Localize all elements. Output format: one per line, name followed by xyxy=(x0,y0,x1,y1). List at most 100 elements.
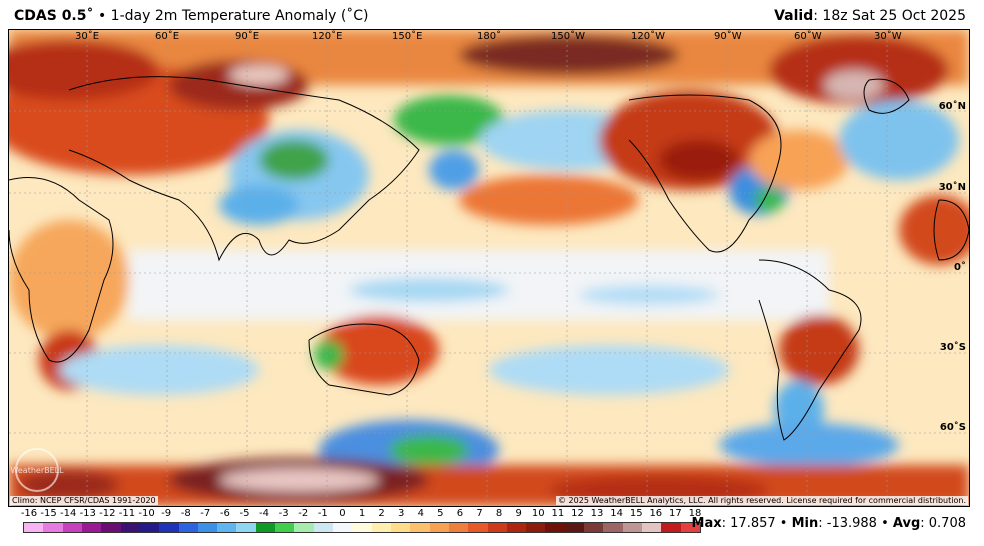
color-scale-label: -16 xyxy=(20,508,38,519)
color-swatch xyxy=(545,523,565,532)
color-swatch xyxy=(294,523,314,532)
color-scale-label: 15 xyxy=(629,508,643,519)
color-swatch xyxy=(603,523,623,532)
lon-label-180: 180˚ xyxy=(477,31,502,42)
color-swatch xyxy=(352,523,372,532)
color-scale-label: 11 xyxy=(551,508,565,519)
lon-label-150e: 150˚E xyxy=(392,31,423,42)
color-scale-label: -13 xyxy=(79,508,96,519)
color-swatch xyxy=(448,523,469,532)
min-label: Min xyxy=(791,516,819,531)
color-swatch xyxy=(217,523,237,532)
color-scale-label: 5 xyxy=(437,508,444,519)
color-swatch xyxy=(333,523,353,532)
color-swatch xyxy=(526,523,546,532)
color-scale-label: -10 xyxy=(138,508,155,519)
color-scale-label: 3 xyxy=(397,508,405,519)
model-name: CDAS 0.5˚ xyxy=(14,8,94,24)
lon-label-30e: 30˚E xyxy=(75,31,100,42)
color-swatch xyxy=(255,523,276,532)
color-swatch xyxy=(622,523,642,532)
color-swatch xyxy=(313,523,333,532)
title-separator: • xyxy=(97,8,107,24)
lon-label-120w: 120˚W xyxy=(631,31,665,42)
color-scale-label: 4 xyxy=(417,508,424,519)
max-value: : 17.857 xyxy=(721,516,776,531)
color-scale-label: -15 xyxy=(40,508,57,519)
color-swatch xyxy=(429,523,449,532)
color-scale-label: -5 xyxy=(239,508,250,519)
color-swatch xyxy=(468,523,488,532)
stats-separator: • xyxy=(775,516,792,531)
color-swatch xyxy=(680,523,700,532)
color-scale-label: 1 xyxy=(358,508,366,519)
color-swatch xyxy=(236,523,256,532)
color-swatch xyxy=(139,523,160,532)
color-scale-label: -11 xyxy=(118,508,136,519)
color-scale-label: 9 xyxy=(515,508,522,519)
color-scale-bar xyxy=(23,522,701,533)
lon-label-120e: 120˚E xyxy=(312,31,343,42)
color-swatch xyxy=(101,523,121,532)
color-scale: -16 -15 -14 -13 -12 -11 -10 -9 -8 -7 -6 -5 -4 -3 -2 -1 0… xyxy=(20,508,702,534)
color-scale-label: 8 xyxy=(495,508,503,519)
color-scale-label: -3 xyxy=(278,508,289,519)
color-scale-label: -14 xyxy=(60,508,77,519)
color-scale-label: -9 xyxy=(161,508,172,519)
color-swatch xyxy=(197,523,218,532)
color-scale-label: 14 xyxy=(610,508,624,519)
color-swatch xyxy=(506,523,527,532)
color-scale-label: -12 xyxy=(99,508,116,519)
lat-label-0: 0˚ xyxy=(954,262,966,273)
min-value: : -13.988 xyxy=(818,516,877,531)
copyright-note: © 2025 WeatherBELL Analytics, LLC. All r… xyxy=(556,496,968,505)
lon-label-90w: 90˚W xyxy=(714,31,742,42)
color-scale-label: 2 xyxy=(378,508,385,519)
color-scale-label: -8 xyxy=(180,508,191,519)
climo-note: Climo: NCEP CFSR/CDAS 1991-2020 xyxy=(10,496,158,505)
color-scale-label: 18 xyxy=(688,508,702,519)
color-swatch xyxy=(81,523,102,532)
lon-label-60w: 60˚W xyxy=(794,31,822,42)
anomaly-map: 30˚E 60˚E 90˚E 120˚E 150˚E 180˚ 150˚W 12… xyxy=(8,29,970,507)
color-swatch xyxy=(371,523,391,532)
color-scale-label: -7 xyxy=(200,508,211,519)
color-scale-label: -1 xyxy=(317,508,328,519)
lon-label-150w: 150˚W xyxy=(551,31,585,42)
color-swatch xyxy=(584,523,604,532)
color-swatch xyxy=(178,523,198,532)
field-stats: Max: 17.857 • Min: -13.988 • Avg: 0.708 xyxy=(692,516,966,531)
coastlines xyxy=(9,76,969,441)
product-name: 1-day 2m Temperature Anomaly (˚C) xyxy=(110,8,369,24)
lon-label-90e: 90˚E xyxy=(235,31,260,42)
color-scale-label: 6 xyxy=(456,508,464,519)
color-scale-label: -4 xyxy=(259,508,270,519)
lat-label-30n: 30˚N xyxy=(938,182,966,193)
valid-time-value: : 18z Sat 25 Oct 2025 xyxy=(813,8,966,24)
color-swatch xyxy=(24,523,44,532)
color-swatch xyxy=(642,523,662,532)
color-scale-label: 7 xyxy=(476,508,483,519)
color-scale-labels: -16 -15 -14 -13 -12 -11 -10 -9 -8 -7 -6 -5 -4 -3 -2 -1 0… xyxy=(20,508,702,521)
color-scale-label: -2 xyxy=(298,508,309,519)
weatherbell-logo: WeatherBELL xyxy=(10,448,64,492)
map-header: CDAS 0.5˚ • 1-day 2m Temperature Anomaly… xyxy=(0,0,984,30)
lon-label-60e: 60˚E xyxy=(155,31,180,42)
color-swatch xyxy=(275,523,295,532)
valid-time: Valid: 18z Sat 25 Oct 2025 xyxy=(774,8,966,24)
color-swatch xyxy=(410,523,430,532)
color-scale-label: 16 xyxy=(649,508,663,519)
color-swatch xyxy=(390,523,411,532)
lon-label-30w: 30˚W xyxy=(874,31,902,42)
lat-label-60n: 60˚N xyxy=(938,101,966,112)
avg-label: Avg xyxy=(892,516,921,531)
stats-separator: • xyxy=(876,516,893,531)
avg-value: : 0.708 xyxy=(920,516,966,531)
max-label: Max xyxy=(691,516,722,531)
color-swatch xyxy=(43,523,63,532)
map-title: CDAS 0.5˚ • 1-day 2m Temperature Anomaly… xyxy=(14,8,369,24)
color-scale-label: 10 xyxy=(531,508,545,519)
color-swatch xyxy=(661,523,681,532)
valid-label: Valid xyxy=(774,8,814,24)
color-swatch xyxy=(564,523,585,532)
